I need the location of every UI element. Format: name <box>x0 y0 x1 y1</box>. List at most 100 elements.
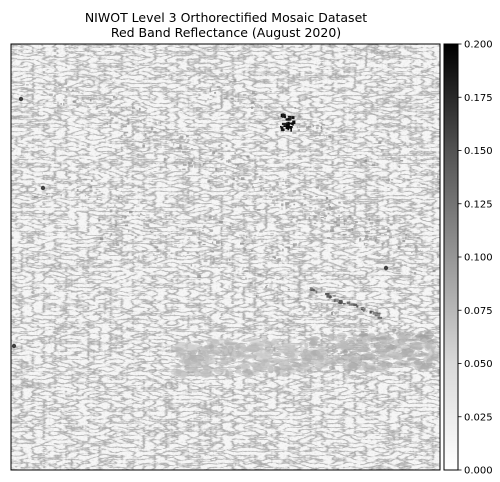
patch-speck <box>331 362 337 366</box>
texture-speck <box>117 197 120 199</box>
colorbar-tick-label: 0.075 <box>464 306 493 317</box>
texture-speck <box>197 136 199 139</box>
texture-speck <box>342 233 347 236</box>
texture-speck <box>192 232 196 235</box>
texture-speck <box>416 237 420 239</box>
texture-speck <box>406 159 410 161</box>
texture-speck <box>229 90 232 92</box>
patch-speck <box>327 333 338 342</box>
streak-speck <box>333 299 336 303</box>
texture-speck <box>325 131 328 134</box>
band-speck <box>218 362 229 366</box>
texture-speck <box>222 230 224 232</box>
texture-speck <box>182 227 184 230</box>
texture-speck <box>301 125 305 127</box>
texture-speck <box>353 161 357 164</box>
streak-speck <box>346 301 350 304</box>
texture-speck <box>360 324 363 326</box>
texture-speck <box>242 267 245 269</box>
band-speck <box>212 347 222 355</box>
texture-speck <box>213 239 217 241</box>
texture-speck <box>144 133 147 136</box>
texture-speck <box>379 233 381 235</box>
colorbar-tick-label: 0.150 <box>464 146 493 157</box>
texture-speck <box>337 223 341 226</box>
texture-speck <box>155 221 158 225</box>
texture-speck <box>83 103 88 107</box>
band-speck <box>228 365 237 368</box>
texture-speck <box>224 180 228 183</box>
texture-speck <box>255 105 259 107</box>
texture-speck <box>220 177 223 180</box>
texture-speck <box>433 249 437 252</box>
texture-speck <box>260 286 264 288</box>
texture-speck <box>326 135 328 139</box>
patch-speck <box>374 342 381 350</box>
texture-speck <box>388 159 390 161</box>
texture-speck <box>421 183 425 185</box>
texture-speck <box>371 152 375 155</box>
colorbar: 0.000 0.025 0.050 0.075 0.100 0.125 0.150 0.175… <box>443 40 493 477</box>
texture-speck <box>154 121 157 125</box>
texture-speck <box>254 173 259 175</box>
texture-speck <box>381 227 385 230</box>
texture-speck <box>136 205 140 207</box>
texture-speck <box>209 88 212 92</box>
texture-speck <box>326 197 328 200</box>
texture-speck <box>268 195 272 198</box>
band-speck <box>237 360 250 363</box>
texture-speck <box>25 84 29 86</box>
texture-speck <box>354 316 358 318</box>
streak-speck <box>315 290 318 294</box>
texture-speck <box>110 233 113 236</box>
texture-speck <box>229 223 232 225</box>
texture-speck <box>197 228 201 231</box>
texture-speck <box>282 248 284 252</box>
texture-speck <box>114 129 118 131</box>
band-speck <box>316 368 321 372</box>
texture-speck <box>137 234 140 237</box>
texture-speck <box>296 126 298 129</box>
texture-speck <box>377 155 380 158</box>
texture-speck <box>374 239 377 242</box>
texture-speck <box>218 156 220 159</box>
texture-speck <box>196 253 200 255</box>
texture-speck <box>233 78 237 82</box>
texture-speck <box>84 195 86 197</box>
texture-speck <box>114 204 116 206</box>
texture-speck <box>286 120 291 122</box>
texture-speck <box>252 91 255 94</box>
texture-speck <box>181 140 185 143</box>
patch-speck <box>424 343 437 350</box>
texture-speck <box>219 216 224 220</box>
texture-speck <box>269 284 273 288</box>
texture-speck <box>52 75 55 78</box>
texture-speck <box>261 179 265 181</box>
patch-speck <box>362 336 371 344</box>
texture-speck <box>149 230 152 232</box>
texture-speck <box>236 167 238 170</box>
texture-speck <box>66 90 70 92</box>
texture-speck <box>188 77 190 80</box>
patch-speck <box>411 343 422 348</box>
texture-speck <box>209 263 212 266</box>
texture-speck <box>190 148 194 150</box>
texture-speck <box>245 277 247 280</box>
texture-speck <box>213 78 216 80</box>
texture-speck <box>272 199 274 202</box>
texture-speck <box>142 144 145 148</box>
texture-speck <box>225 144 228 147</box>
band-speck <box>203 353 210 361</box>
texture-speck <box>287 247 291 250</box>
texture-speck <box>387 229 391 233</box>
texture-speck <box>278 186 282 188</box>
texture-speck <box>32 77 36 80</box>
texture-speck <box>235 94 237 97</box>
texture-speck <box>406 233 410 236</box>
texture-speck <box>248 179 252 182</box>
band-speck <box>234 369 242 374</box>
texture-speck <box>291 194 295 197</box>
texture-speck <box>294 124 298 127</box>
hotspot-speck <box>289 122 293 125</box>
